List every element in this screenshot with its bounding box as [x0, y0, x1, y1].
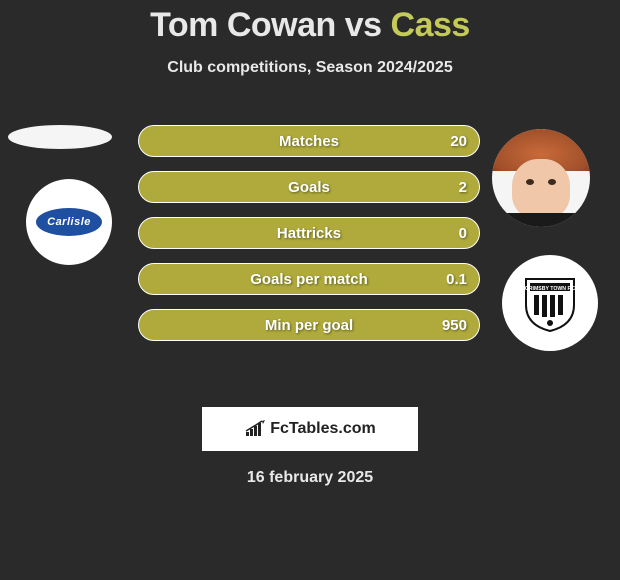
brand-box: FcTables.com	[202, 407, 418, 451]
comparison-title: Tom Cowan vs Cass	[0, 0, 620, 45]
bar-hattricks: Hattricks 0	[138, 217, 480, 249]
comparison-stage: Carlisle GRIMSBY TOWN F.C	[0, 107, 620, 397]
bar-right-value: 950	[442, 310, 467, 340]
photo-shirt	[492, 213, 590, 227]
player1-club-badge: Carlisle	[26, 179, 112, 265]
svg-text:GRIMSBY TOWN F.C: GRIMSBY TOWN F.C	[525, 286, 576, 292]
bar-label: Matches	[139, 126, 479, 156]
bar-label: Min per goal	[139, 310, 479, 340]
bar-matches: Matches 20	[138, 125, 480, 157]
bar-goals-per-match: Goals per match 0.1	[138, 263, 480, 295]
player2-name: Cass	[391, 6, 470, 44]
player2-club-badge: GRIMSBY TOWN F.C	[502, 255, 598, 351]
player2-photo	[492, 129, 590, 227]
subtitle: Club competitions, Season 2024/2025	[0, 59, 620, 77]
photo-face	[512, 159, 570, 219]
brand-text: FcTables.com	[270, 420, 376, 438]
bar-right-value: 2	[459, 172, 467, 202]
bar-right-value: 0	[459, 218, 467, 248]
bar-right-value: 20	[450, 126, 467, 156]
fctables-logo-icon	[244, 420, 266, 438]
bar-label: Hattricks	[139, 218, 479, 248]
bar-label: Goals	[139, 172, 479, 202]
bar-right-value: 0.1	[446, 264, 467, 294]
carlisle-badge-text: Carlisle	[36, 208, 102, 236]
player1-photo	[8, 125, 112, 149]
bar-label: Goals per match	[139, 264, 479, 294]
bar-goals: Goals 2	[138, 171, 480, 203]
grimsby-shield-icon: GRIMSBY TOWN F.C	[522, 273, 578, 333]
comparison-date: 16 february 2025	[0, 469, 620, 487]
player1-name: Tom Cowan	[150, 6, 336, 44]
vs-text: vs	[345, 6, 382, 44]
stat-bars: Matches 20 Goals 2 Hattricks 0 Goals per…	[138, 125, 480, 355]
bar-min-per-goal: Min per goal 950	[138, 309, 480, 341]
